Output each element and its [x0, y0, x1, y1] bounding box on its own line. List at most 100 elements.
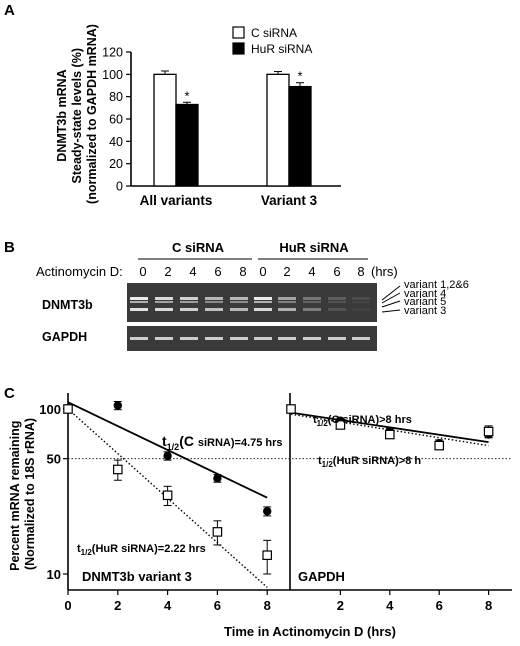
y-tick-label: 80 — [109, 90, 123, 104]
x-tick-label: 2 — [114, 598, 121, 613]
y-tick-label: 10 — [47, 567, 61, 582]
x-tick-label: 8 — [485, 598, 492, 613]
group-label-hur-sirna: HuR siRNA — [279, 240, 349, 255]
halflife-right-hur-rest: (HuR siRNA)>8 h — [333, 455, 422, 467]
gel-band — [155, 308, 173, 311]
halflife-left-hur-t: t — [77, 543, 81, 555]
panel-c-ylabel: Percent mRNA remaining (Normalized to 18… — [8, 417, 37, 571]
band-label-variant-4: variant 4 — [404, 288, 446, 300]
significance-star: * — [297, 69, 302, 84]
panel-a-ylabel: DNMT3b mRNA Steady-state levels (%) (nor… — [55, 24, 99, 204]
actinomycin-label: Actinomycin D: — [36, 264, 123, 279]
halflife-right-hur-sub: 1/2 — [322, 460, 334, 469]
gel-band — [155, 297, 173, 300]
gel-band — [130, 308, 148, 311]
halflife-right-hur-sirna: t1/2(HuR siRNA)>8 h — [318, 455, 421, 469]
legend-swatch-hur-sirna — [232, 42, 245, 55]
x-tick-label: 6 — [436, 598, 443, 613]
bar — [175, 103, 199, 187]
group-label-c-sirna: C siRNA — [172, 240, 225, 255]
panel-c-axes: 10 50 100 0 2 4 6 8 2 4 6 8 — [39, 393, 512, 613]
gel-band — [230, 308, 248, 311]
panel-c-plot — [63, 401, 512, 588]
lane-time-label: 0 — [259, 264, 266, 279]
halflife-left-hur-sub: 1/2 — [81, 548, 93, 557]
halflife-right-hur-t: t — [318, 455, 322, 467]
gel-band — [278, 301, 296, 303]
panel-c-xlabel: Time in Actinomycin D (hrs) — [224, 624, 396, 639]
panel-a-ylabel-line-2: Steady-state levels (%) — [70, 48, 84, 183]
x-tick-label: 4 — [386, 598, 394, 613]
data-point-hur-sirna — [112, 464, 123, 475]
x-category-label: All variants — [140, 193, 213, 208]
subplot-title-dnmt3b-variant-3: DNMT3b variant 3 — [82, 569, 192, 584]
halflife-left-c-rest: siRNA)=4.75 hrs — [198, 437, 283, 449]
y-tick-label: 40 — [109, 135, 123, 149]
halflife-right-c-sub: 1/2 — [317, 419, 329, 428]
gel-band — [205, 337, 223, 340]
gel-band — [155, 337, 173, 340]
panel-c-ylabel-line-1: Percent mRNA remaining — [8, 421, 22, 571]
legend-label-c-sirna: C siRNA — [251, 26, 297, 40]
y-tick-label: 120 — [102, 46, 123, 60]
subplot-title-gapdh: GAPDH — [298, 569, 345, 584]
halflife-left-c-t: t — [162, 433, 167, 449]
panel-a-ylabel-line-1: DNMT3b mRNA — [55, 69, 69, 161]
gel-band — [205, 301, 223, 303]
bar — [288, 85, 312, 187]
gel-band — [230, 297, 248, 300]
gel-band — [254, 308, 272, 311]
gel-band — [130, 301, 148, 303]
halflife-left-c-sirna: t1/2(C siRNA)=4.75 hrs — [162, 433, 283, 452]
gel-band — [352, 308, 370, 311]
row-label-gapdh: GAPDH — [42, 330, 87, 344]
data-point-hur-sirna — [286, 404, 296, 414]
x-category-label: Variant 3 — [261, 193, 318, 208]
gel-band — [328, 337, 346, 340]
y-tick-label: 100 — [39, 402, 61, 417]
gel-band — [254, 301, 272, 303]
gel-band — [303, 297, 321, 300]
data-point-hur-sirna — [262, 550, 272, 561]
bar — [153, 73, 177, 187]
x-tick-label: 0 — [64, 598, 71, 613]
band-markers — [381, 285, 401, 313]
halflife-left-c-mid: (C — [179, 433, 198, 449]
gel-band — [254, 297, 272, 300]
x-tick-label: 2 — [337, 598, 344, 613]
lane-time-label: 6 — [214, 264, 221, 279]
halflife-left-c-sub: 1/2 — [167, 442, 180, 452]
lane-time-label: 0 — [139, 264, 146, 279]
data-point-c-sirna — [163, 451, 172, 461]
gel-band — [278, 337, 296, 340]
data-point-c-sirna — [263, 507, 272, 516]
lane-time-label: 2 — [164, 264, 171, 279]
lane-time-label: 2 — [283, 264, 290, 279]
gel-band — [352, 301, 370, 303]
halflife-right-c-rest: (C siRNA)>8 hrs — [328, 414, 412, 426]
x-tick-label: 6 — [214, 598, 221, 613]
halflife-right-c-t: t — [313, 414, 317, 426]
lane-time-label: 8 — [357, 264, 364, 279]
legend-swatch-c-sirna — [232, 26, 245, 39]
bar — [266, 73, 290, 187]
lane-time-label: 4 — [189, 264, 196, 279]
x-tick-label: 8 — [264, 598, 271, 613]
panel-a-letter: A — [4, 2, 15, 19]
data-point-hur-sirna — [63, 404, 73, 414]
y-tick-label: 60 — [109, 113, 123, 127]
row-label-dnmt3b: DNMT3b — [42, 298, 93, 312]
gel-band — [205, 308, 223, 311]
data-point-hur-sirna — [335, 420, 346, 430]
panel-c-ylabel-line-2: (Normalized to 18S rRNA) — [23, 418, 37, 570]
gel-band — [254, 337, 272, 340]
halflife-right-c-sirna: t1/2(C siRNA)>8 hrs — [313, 414, 412, 428]
gel-band — [180, 301, 198, 303]
halflife-left-hur-rest: (HuR siRNA)=2.22 hrs — [92, 543, 206, 555]
fit-line — [67, 401, 268, 499]
panel-c-letter: C — [4, 385, 15, 402]
y-tick-label: 100 — [102, 68, 123, 82]
band-label-variant-5: variant 5 — [404, 296, 446, 308]
halflife-left-hur-sirna: t1/2(HuR siRNA)=2.22 hrs — [77, 543, 206, 557]
